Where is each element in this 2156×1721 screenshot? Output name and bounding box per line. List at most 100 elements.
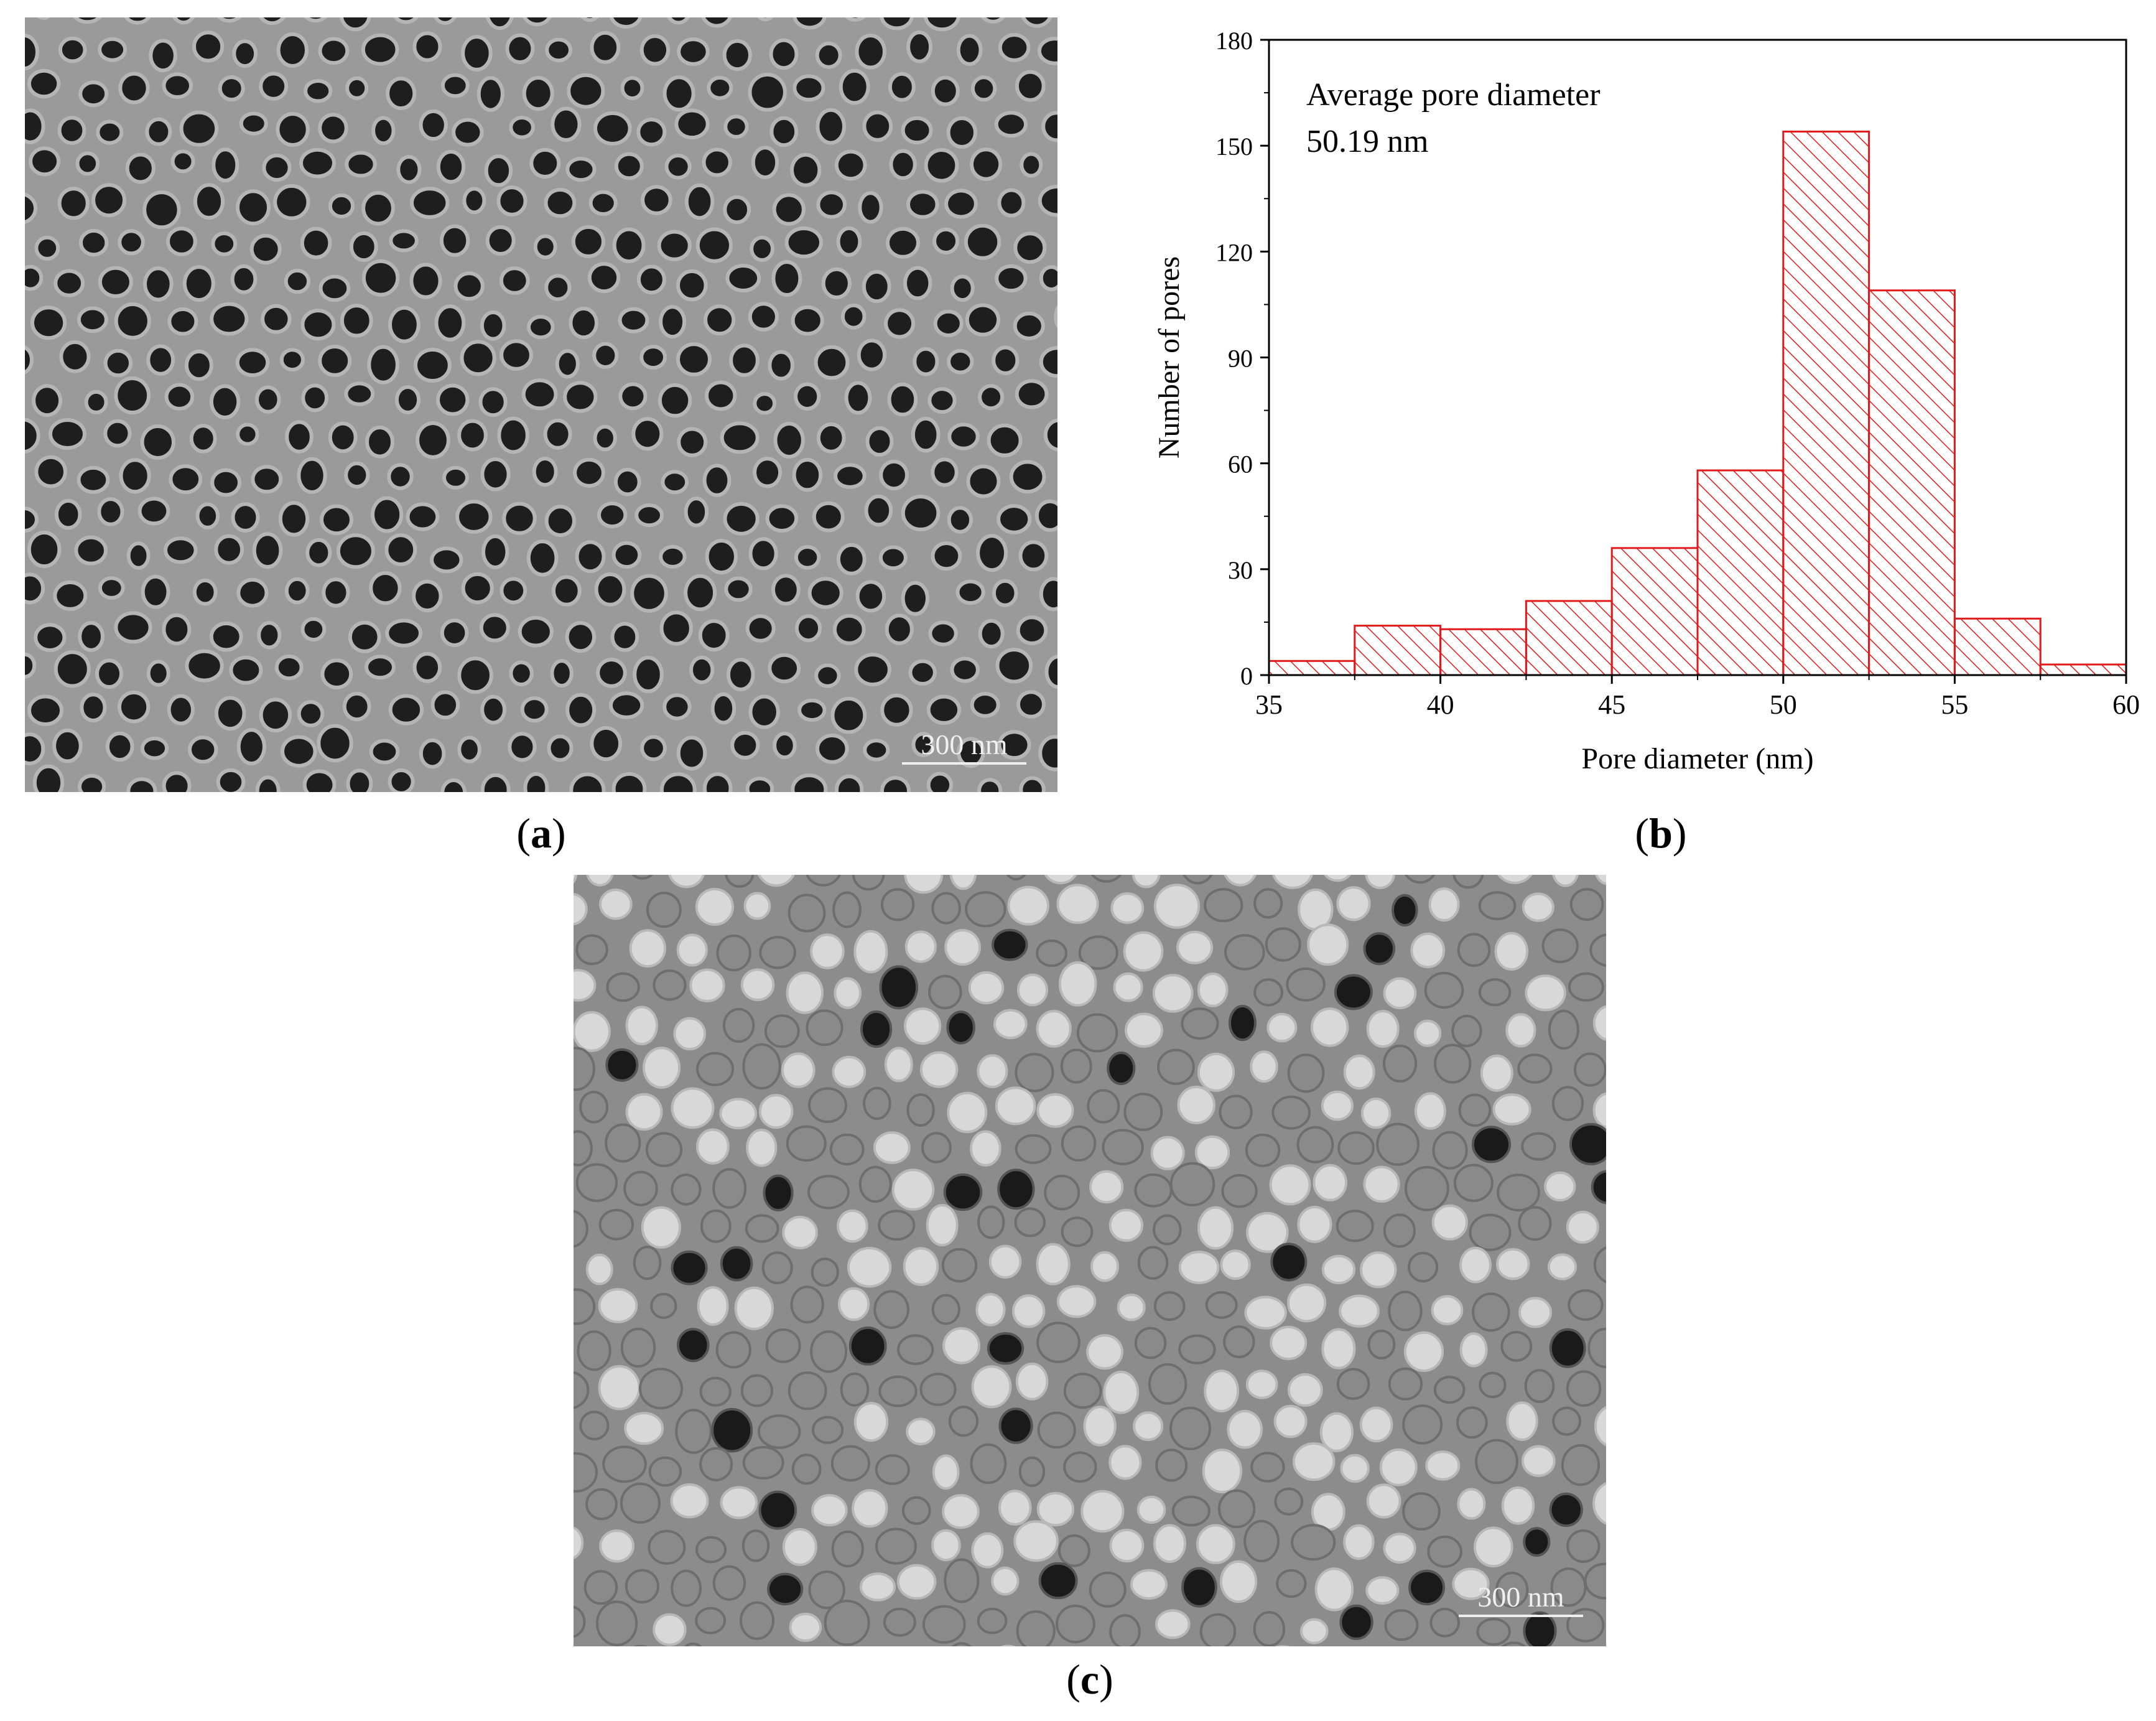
sem-pore: [297, 457, 327, 494]
sem-pore: [96, 119, 124, 145]
sem-particle: [906, 1417, 936, 1445]
sem-particle: [1078, 935, 1118, 970]
sem-pore: [230, 264, 258, 294]
sem-particle: [1549, 1492, 1583, 1527]
sem-pore: [192, 30, 225, 63]
sem-pore: [114, 611, 152, 644]
sem-pore: [216, 17, 242, 23]
scale-bar-line-c: [1459, 1615, 1583, 1617]
sem-particle: [1472, 1292, 1510, 1332]
sem-pore: [231, 502, 260, 533]
sem-particle: [1414, 1092, 1446, 1130]
sem-particle: [904, 930, 937, 963]
sem-particle: [1197, 1052, 1235, 1092]
sem-pore: [612, 227, 646, 264]
sem-particle: [1266, 1012, 1298, 1043]
sem-pore: [389, 229, 419, 253]
sem-particle: [734, 1286, 774, 1330]
sem-particle: [1245, 1369, 1278, 1399]
sem-particle: [806, 875, 841, 887]
sem-pore: [340, 304, 373, 338]
sem-pore: [369, 739, 400, 765]
sem-pore: [792, 458, 823, 492]
sem-particle: [1199, 1613, 1237, 1646]
sem-particle: [806, 1009, 843, 1047]
sem-particle: [1384, 1609, 1419, 1641]
sem-pore: [500, 339, 533, 371]
sem-particle: [1501, 1641, 1526, 1646]
sem-pore: [966, 464, 1001, 498]
sem-particle: [574, 875, 578, 884]
annotation-average-label: Average pore diameter: [1306, 77, 1601, 113]
sem-particle: [689, 968, 725, 1002]
caption-letter-c: c: [1080, 1656, 1100, 1703]
sem-particle: [1089, 1571, 1127, 1608]
sem-pore: [705, 380, 737, 411]
sem-particle: [1569, 888, 1604, 921]
sem-particle: [1574, 1052, 1606, 1087]
sem-pore: [78, 621, 105, 652]
sem-pore: [146, 660, 170, 687]
sem-particle: [758, 1094, 794, 1129]
sem-particle: [1566, 1608, 1605, 1643]
sem-pore: [684, 574, 717, 612]
sem-particle: [863, 1086, 891, 1120]
sem-pore: [25, 417, 40, 454]
sem-particle: [1117, 1294, 1146, 1322]
sem-particle: [987, 1332, 1025, 1365]
histogram-bar: [1782, 130, 1870, 676]
sem-pore: [657, 383, 692, 418]
sem-pore: [725, 264, 761, 292]
sem-particle: [1469, 1213, 1512, 1251]
sem-particle: [1321, 1090, 1354, 1121]
sem-pore: [547, 734, 574, 762]
sem-particle: [891, 1168, 935, 1211]
sem-particle: [928, 974, 962, 1010]
sem-pore: [279, 348, 305, 372]
sem-pore: [440, 618, 469, 647]
histogram-bar: [2039, 663, 2127, 676]
sem-particle: [1457, 933, 1491, 967]
histogram-bar: [1439, 628, 1527, 676]
sem-pore: [662, 693, 692, 721]
sem-particle: [757, 1414, 801, 1449]
histogram-bar: [1610, 547, 1699, 676]
sem-pore: [753, 457, 783, 488]
sem-particle: [1518, 1206, 1552, 1241]
sem-pore: [480, 773, 511, 792]
sem-particle: [829, 1133, 865, 1166]
sem-particle: [1497, 1173, 1540, 1212]
sem-pore: [27, 68, 61, 99]
sem-particle: [1217, 1489, 1256, 1529]
sem-particle: [1274, 1487, 1304, 1516]
sem-pore: [410, 187, 450, 219]
sem-pore: [832, 613, 866, 645]
sem-pore: [457, 735, 481, 763]
sem-pore: [862, 110, 893, 142]
sem-pore: [84, 389, 108, 414]
sem-pore: [518, 615, 554, 648]
sem-pore: [434, 304, 466, 342]
sem-particle: [1269, 1164, 1311, 1206]
sem-particle: [715, 1331, 751, 1369]
sem-pore: [773, 731, 797, 760]
sem-pore: [54, 498, 82, 530]
sem-particle: [1130, 1569, 1168, 1600]
sem-particle: [1365, 1576, 1400, 1605]
sem-particle: [786, 971, 824, 1014]
sem-pore: [1037, 37, 1057, 65]
sem-particle: [1271, 1095, 1311, 1130]
sem-particle: [782, 1527, 817, 1566]
sem-pore: [1039, 577, 1057, 612]
sem-particle: [811, 1494, 848, 1527]
sem-pore: [684, 497, 709, 528]
sem-pore: [987, 423, 1023, 457]
sem-pore: [889, 149, 917, 180]
sem-pore: [705, 539, 738, 575]
sem-pore: [484, 154, 513, 187]
sem-particle: [695, 1536, 727, 1564]
x-tick-label: 60: [2112, 689, 2140, 720]
sem-pore: [442, 465, 469, 490]
sem-particle: [848, 1327, 887, 1366]
histogram-bar: [1953, 617, 2042, 676]
